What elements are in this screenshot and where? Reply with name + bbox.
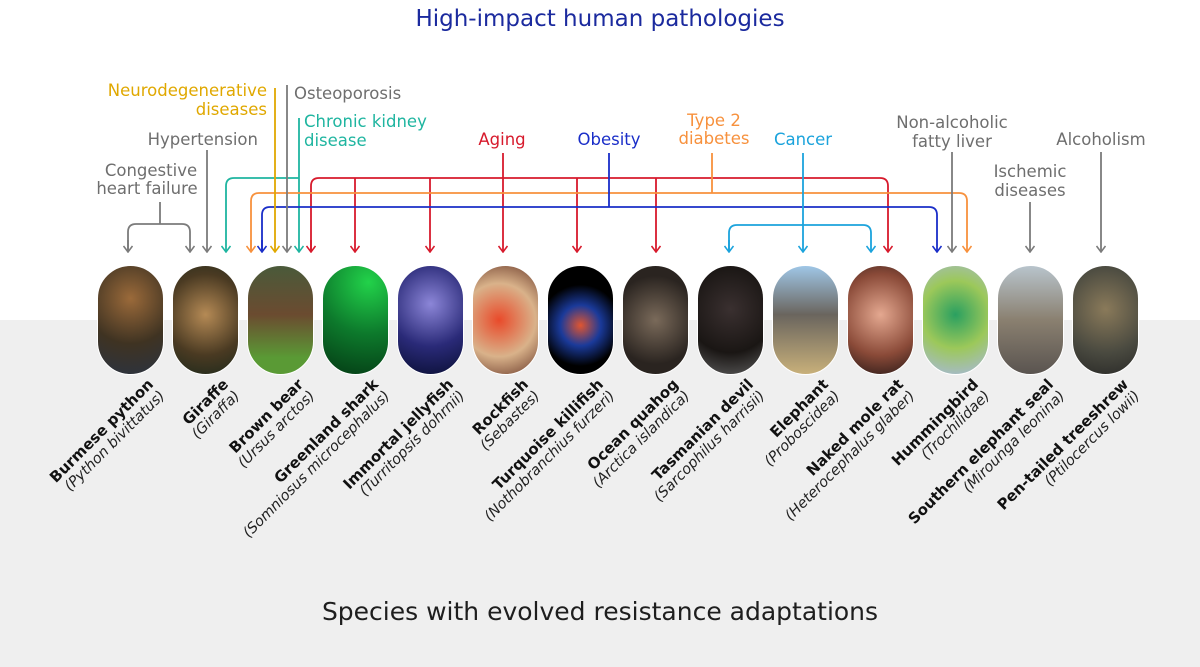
- label-chronic-kidney-2: disease: [304, 131, 367, 150]
- species-photo: [922, 265, 989, 375]
- label-ischemic-2: diseases: [994, 181, 1065, 200]
- species-photo: [397, 265, 464, 375]
- connector-cancer-branch: [728, 224, 871, 252]
- connector-aging-bus: [310, 177, 888, 252]
- species-photo: [322, 265, 389, 375]
- label-chf-1: Congestive: [105, 161, 197, 180]
- label-nafld-1: Non-alcoholic: [896, 113, 1008, 132]
- species-photo: [622, 265, 689, 375]
- species-photo: [697, 265, 764, 375]
- species-photo: [847, 265, 914, 375]
- species-photo: [472, 265, 539, 375]
- species-photo: [997, 265, 1064, 375]
- species-photo: [247, 265, 314, 375]
- footer-caption: Species with evolved resistance adaptati…: [321, 597, 879, 626]
- label-diabetes-2: diabetes: [678, 129, 749, 148]
- label-alcoholism: Alcoholism: [1056, 130, 1145, 149]
- diagram-title: High-impact human pathologies: [415, 6, 784, 32]
- label-hypertension: Hypertension: [148, 130, 258, 149]
- lower-background-panel: [0, 320, 1200, 667]
- species-photo: [97, 265, 164, 375]
- label-neurodegenerative-1: Neurodegenerative: [108, 81, 267, 100]
- label-obesity: Obesity: [577, 130, 640, 149]
- connector-chf: [127, 202, 190, 252]
- label-neurodegenerative-2: diseases: [196, 100, 267, 119]
- species-photo: [772, 265, 839, 375]
- label-osteoporosis: Osteoporosis: [294, 84, 401, 103]
- label-nafld-2: fatty liver: [912, 132, 992, 151]
- label-cancer: Cancer: [774, 130, 832, 149]
- species-photo: [172, 265, 239, 375]
- label-chf-2: heart failure: [96, 179, 197, 198]
- label-ischemic-1: Ischemic: [994, 162, 1067, 181]
- species-photo: [1072, 265, 1139, 375]
- label-aging: Aging: [478, 130, 525, 149]
- connector-kidney-branch: [226, 177, 299, 252]
- connector-obesity-bus: [261, 206, 937, 252]
- label-diabetes-1: Type 2: [686, 111, 741, 130]
- species-photo: [547, 265, 614, 375]
- label-chronic-kidney-1: Chronic kidney: [304, 112, 427, 131]
